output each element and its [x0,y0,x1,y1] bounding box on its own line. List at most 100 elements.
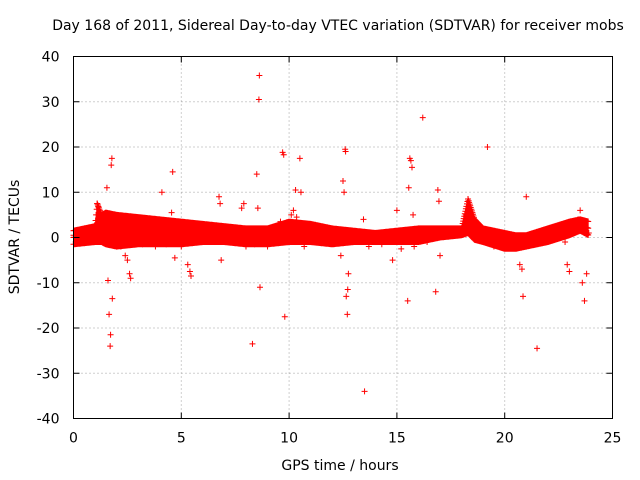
data-point [280,151,287,158]
data-point [128,225,135,232]
data-point [158,189,165,196]
data-point [76,236,83,243]
data-point [365,243,372,250]
data-point [529,241,536,248]
data-point [102,229,109,236]
data-point [475,229,482,236]
data-point [113,225,120,232]
data-point [583,270,590,277]
data-point [520,293,527,300]
data-point [107,343,114,350]
data-point [163,241,170,248]
data-point [238,205,245,212]
y-tick-label: 10 [42,185,60,201]
data-point [428,229,435,236]
data-point [544,229,551,236]
data-point [311,239,318,246]
data-point [212,223,219,230]
data-point [277,218,284,225]
data-point [230,227,237,234]
data-points [70,72,592,395]
data-point [204,236,211,243]
data-point [458,229,465,236]
data-point [415,229,422,236]
data-point [240,200,247,207]
x-tick-label: 5 [177,431,186,447]
data-point [171,254,178,261]
x-tick-label: 15 [388,431,406,447]
data-point [107,331,114,338]
data-point [355,229,362,236]
data-point [333,239,340,246]
data-point [501,243,508,250]
data-point [216,193,223,200]
data-point [480,239,487,246]
data-point [344,311,351,318]
axis-ticks: 0 5 10 15 20 25 -40 -30 -20 -10 0 10 20 30 40 [37,50,622,447]
data-point [109,295,116,302]
data-point [253,171,260,178]
data-point [346,232,353,239]
data-point [534,345,541,352]
data-point [290,207,297,214]
y-tick-label: -40 [37,412,60,428]
data-point [92,225,99,232]
data-point [98,225,105,232]
data-point [419,114,426,121]
x-axis-label: GPS time / hours [281,458,398,474]
data-point [89,235,96,242]
data-point [117,243,124,250]
data-point [182,229,189,236]
data-point [247,229,254,236]
data-point [557,223,564,230]
data-point [437,252,444,259]
data-point [411,243,418,250]
data-point [281,313,288,320]
data-point [518,266,525,273]
data-point [579,279,586,286]
data-point [441,227,448,234]
y-tick-label: -10 [37,276,60,292]
data-point [97,218,104,225]
data-point [516,261,523,268]
data-point [506,241,513,248]
data-point [297,189,304,196]
data-point [120,232,127,239]
data-point [465,196,472,203]
data-point [108,162,115,169]
data-point [466,207,473,214]
data-point [424,239,431,246]
data-point [525,239,532,246]
x-tick-label: 0 [69,431,78,447]
data-point [256,72,263,79]
data-point [106,311,113,318]
data-point [350,239,357,246]
data-point [337,252,344,259]
data-point [173,225,180,232]
data-point [389,257,396,264]
data-point [345,270,352,277]
data-point [242,243,249,250]
data-point [74,229,81,236]
data-point [286,227,293,234]
data-point [126,270,133,277]
data-point [169,168,176,175]
data-point [307,229,314,236]
data-point [329,225,336,232]
y-tick-label: -20 [37,321,60,337]
data-point [288,211,295,218]
data-point [435,198,442,205]
data-point [85,238,92,245]
data-point [564,261,571,268]
data-point [462,211,469,218]
data-point [234,234,241,241]
data-point [585,229,592,236]
x-tick-label: 20 [496,431,514,447]
x-tick-label: 10 [280,431,298,447]
data-point [268,232,275,239]
data-point [217,200,224,207]
data-point [208,229,215,236]
data-point [342,148,349,155]
data-point [393,207,400,214]
dense-band-path [70,196,592,252]
